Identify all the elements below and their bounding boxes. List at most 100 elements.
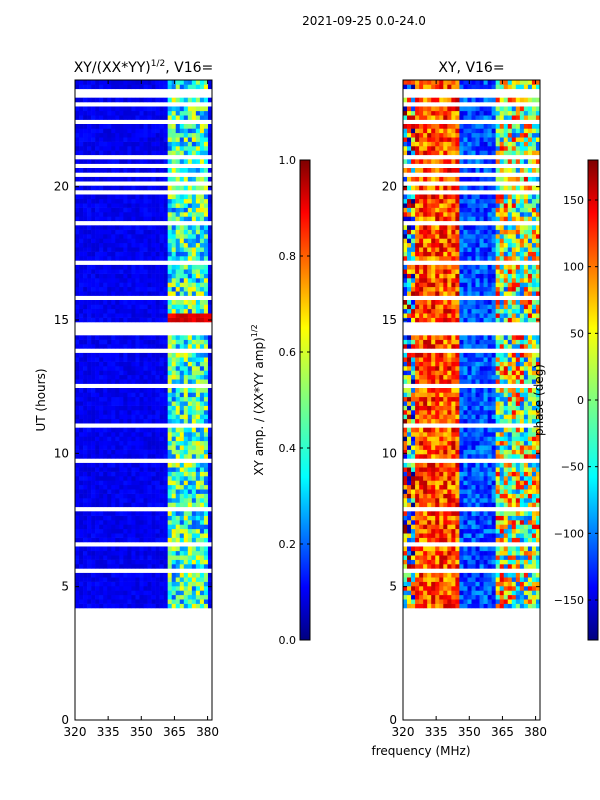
heatmap-cell bbox=[203, 110, 209, 116]
heatmap-cell bbox=[507, 520, 513, 525]
heatmap-cell bbox=[503, 484, 509, 490]
heatmap-cell bbox=[87, 471, 92, 477]
heatmap-cell bbox=[175, 150, 181, 156]
heatmap-cell bbox=[487, 440, 492, 446]
heatmap-cell bbox=[499, 410, 505, 415]
heatmap-cell bbox=[463, 436, 468, 442]
heatmap-cell bbox=[139, 471, 144, 477]
heatmap-cell bbox=[443, 396, 448, 402]
heatmap-cell bbox=[167, 357, 173, 362]
heatmap-cell bbox=[79, 550, 84, 556]
heatmap-cell bbox=[143, 229, 148, 235]
heatmap-cell bbox=[131, 168, 136, 173]
heatmap-cell bbox=[175, 185, 181, 191]
heatmap-cell bbox=[159, 515, 164, 521]
heatmap-cell bbox=[175, 198, 181, 204]
heatmap-cell bbox=[115, 370, 120, 376]
heatmap-cell bbox=[111, 524, 116, 530]
heatmap-cell bbox=[123, 454, 128, 459]
heatmap-cell bbox=[163, 374, 168, 380]
heatmap-cell bbox=[91, 528, 96, 534]
heatmap-cell bbox=[511, 489, 517, 494]
heatmap-cell bbox=[195, 273, 201, 279]
heatmap-cell bbox=[447, 564, 452, 569]
heatmap-cell bbox=[423, 405, 428, 411]
heatmap-cell bbox=[527, 528, 533, 534]
heatmap-cell bbox=[135, 528, 140, 534]
heatmap-cell bbox=[527, 436, 533, 442]
heatmap-cell bbox=[207, 546, 212, 552]
heatmap-cell bbox=[155, 436, 160, 442]
heatmap-cell bbox=[415, 511, 420, 516]
heatmap-cell bbox=[135, 132, 140, 138]
heatmap-cell bbox=[187, 520, 193, 525]
heatmap-cell bbox=[167, 440, 173, 446]
heatmap-cell bbox=[151, 317, 156, 323]
heatmap-cell bbox=[175, 392, 181, 398]
heatmap-cell bbox=[439, 489, 444, 494]
heatmap-cell bbox=[163, 586, 168, 591]
heatmap-cell bbox=[139, 449, 144, 455]
heatmap-cell bbox=[163, 392, 168, 398]
heatmap-cell bbox=[79, 159, 84, 164]
heatmap-cell bbox=[99, 370, 104, 376]
heatmap-cell bbox=[427, 590, 432, 596]
heatmap-cell bbox=[187, 141, 193, 147]
heatmap-cell bbox=[83, 110, 88, 116]
heatmap-cell bbox=[87, 480, 92, 486]
heatmap-cell bbox=[115, 194, 120, 200]
heatmap-cell bbox=[167, 449, 173, 455]
heatmap-cell bbox=[115, 418, 120, 424]
heatmap-cell bbox=[515, 498, 521, 503]
heatmap-cell bbox=[479, 577, 484, 582]
heatmap-cell bbox=[523, 414, 529, 420]
heatmap-cell bbox=[107, 106, 112, 112]
heatmap-cell bbox=[199, 414, 205, 420]
heatmap-cell bbox=[103, 511, 108, 516]
heatmap-cell bbox=[119, 520, 124, 525]
heatmap-cell bbox=[431, 533, 436, 538]
heatmap-cell bbox=[463, 392, 468, 398]
heatmap-cell bbox=[451, 550, 456, 556]
heatmap-cell bbox=[179, 370, 185, 376]
heatmap-cell bbox=[171, 370, 177, 376]
heatmap-cell bbox=[139, 484, 144, 490]
heatmap-cell bbox=[135, 203, 140, 208]
heatmap-cell bbox=[483, 533, 488, 538]
heatmap-cell bbox=[139, 396, 144, 402]
heatmap-cell bbox=[115, 379, 120, 384]
heatmap-cell bbox=[131, 317, 136, 323]
heatmap-cell bbox=[207, 476, 212, 481]
heatmap-cell bbox=[455, 480, 460, 486]
heatmap-cell bbox=[175, 520, 181, 525]
heatmap-cell bbox=[147, 278, 152, 283]
heatmap-cell bbox=[467, 480, 472, 486]
heatmap-cell bbox=[519, 537, 525, 543]
heatmap-cell bbox=[495, 524, 501, 530]
heatmap-cell bbox=[471, 440, 476, 446]
heatmap-cell bbox=[107, 476, 112, 481]
heatmap-cell bbox=[523, 388, 529, 393]
heatmap-cell bbox=[91, 80, 96, 85]
heatmap-cell bbox=[83, 555, 88, 560]
heatmap-cell bbox=[191, 577, 197, 582]
heatmap-cell bbox=[491, 515, 496, 521]
heatmap-cell bbox=[127, 216, 132, 222]
heatmap-cell bbox=[139, 436, 144, 442]
heatmap-cell bbox=[163, 212, 168, 217]
heatmap-cell bbox=[95, 396, 100, 402]
heatmap-cell bbox=[439, 524, 444, 530]
heatmap-cell bbox=[99, 528, 104, 534]
heatmap-cell bbox=[103, 502, 108, 508]
heatmap-cell bbox=[115, 392, 120, 398]
heatmap-cell bbox=[99, 493, 104, 499]
heatmap-cell bbox=[75, 176, 80, 182]
heatmap-cell bbox=[191, 238, 197, 244]
heatmap-cell bbox=[139, 392, 144, 398]
heatmap-cell bbox=[139, 546, 144, 552]
heatmap-cell bbox=[167, 251, 173, 257]
heatmap-cell bbox=[519, 432, 525, 437]
heatmap-cell bbox=[479, 410, 484, 415]
heatmap-cell bbox=[191, 282, 197, 288]
heatmap-cell bbox=[199, 594, 205, 600]
